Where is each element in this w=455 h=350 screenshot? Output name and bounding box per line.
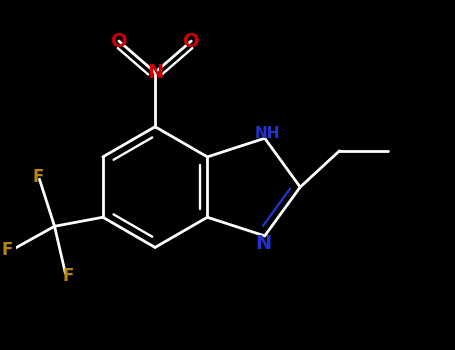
Text: N: N — [255, 234, 272, 253]
Text: N: N — [147, 63, 163, 82]
Text: F: F — [2, 241, 13, 259]
Text: F: F — [33, 168, 44, 187]
Text: O: O — [183, 32, 200, 50]
Text: F: F — [62, 267, 74, 285]
Text: O: O — [111, 32, 127, 50]
Text: NH: NH — [255, 126, 280, 141]
